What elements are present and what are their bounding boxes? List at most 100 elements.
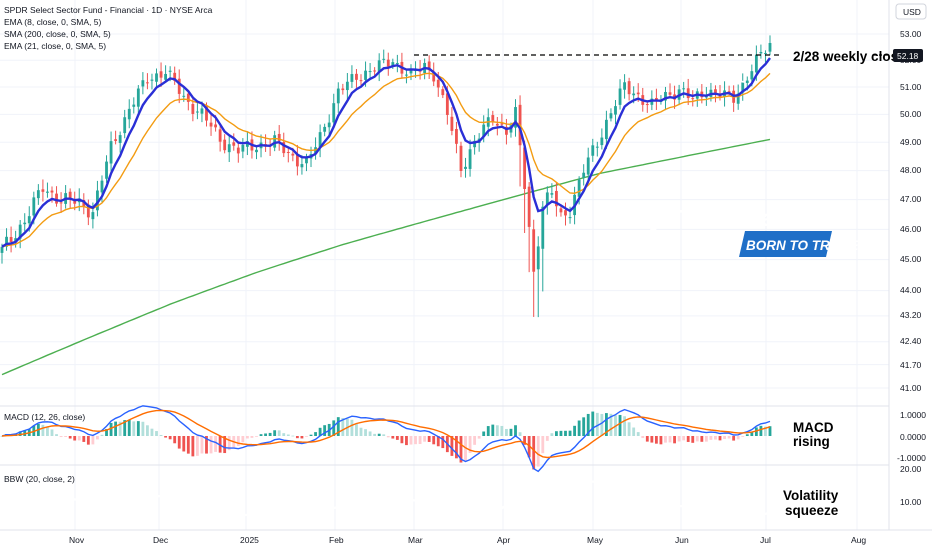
- candle: [150, 73, 154, 90]
- candle: [532, 219, 536, 317]
- candle: [623, 74, 626, 99]
- brand-name: TradeStation: [677, 205, 816, 231]
- candle: [109, 131, 113, 174]
- macd-histogram-bar: [659, 436, 663, 445]
- macd-histogram-bar: [114, 421, 118, 436]
- macd-histogram-bar: [432, 436, 436, 445]
- candle: [604, 110, 608, 149]
- macd-histogram-bar: [96, 436, 99, 440]
- macd-histogram-bar: [618, 414, 622, 436]
- ema21-line: [1, 72, 771, 248]
- weekly-close-annotation: 2/28 weekly close: [793, 49, 906, 64]
- macd-histogram-bar: [200, 436, 204, 454]
- candle: [368, 62, 372, 80]
- macd-histogram-bar: [623, 416, 626, 436]
- indicator-sma200-label: SMA (200, close, 0, SMA, 5): [4, 29, 111, 39]
- macd-histogram-bar: [604, 413, 608, 436]
- macd-histogram-bar: [718, 436, 722, 441]
- triangle-upper-line: [642, 68, 746, 83]
- candle: [23, 213, 27, 232]
- macd-histogram-bar: [105, 429, 108, 436]
- macd-annotation-line2: rising: [793, 434, 830, 449]
- candle: [177, 69, 181, 104]
- macd-histogram-bar: [255, 436, 258, 437]
- macd-histogram-bar: [382, 434, 386, 436]
- candle: [395, 54, 399, 73]
- candle: [654, 88, 658, 110]
- candle: [586, 147, 590, 184]
- macd-histogram-bar: [41, 424, 45, 436]
- volatility-annotation-line1: Volatility: [783, 488, 839, 503]
- macd-histogram-bar: [600, 413, 604, 436]
- macd-histogram-bar: [373, 433, 377, 436]
- time-label-feb: Feb: [329, 535, 344, 545]
- candle: [468, 139, 472, 177]
- macd-histogram-bar: [677, 436, 681, 442]
- macd-tick-neg1: -1.0000: [897, 453, 926, 463]
- candle: [46, 182, 49, 198]
- macd-annotation-line1: MACD: [793, 420, 834, 435]
- candle: [55, 186, 58, 207]
- brand-tagline: BORN TO TRADE: [746, 238, 859, 253]
- bbw-tick-10: 10.00: [900, 497, 922, 507]
- macd-histogram-bar: [695, 436, 699, 442]
- macd-histogram-bar: [377, 433, 381, 436]
- macd-histogram-bar: [645, 436, 649, 442]
- candle: [609, 108, 613, 122]
- candle: [136, 85, 140, 115]
- candle: [127, 99, 131, 129]
- macd-histogram-bar: [573, 425, 577, 436]
- candle: [173, 66, 177, 85]
- macd-histogram-bar: [682, 436, 686, 441]
- macd-histogram-bar: [146, 425, 149, 436]
- sma200-line: [1, 138, 771, 376]
- candle: [459, 141, 463, 178]
- macd-tick-pos1: 1.0000: [900, 410, 926, 420]
- candle: [318, 124, 322, 158]
- macd-histogram-bar: [627, 422, 631, 436]
- macd-histogram-bar: [273, 430, 277, 436]
- candle: [5, 228, 8, 251]
- macd-histogram-bar: [141, 421, 145, 436]
- macd-histogram-bar: [55, 434, 58, 436]
- volatility-annotation-line2: squeeze: [785, 503, 839, 518]
- currency-button[interactable]: USD: [895, 3, 927, 20]
- macd-histogram-bar: [709, 436, 713, 440]
- macd-histogram-bar: [268, 432, 272, 436]
- candle: [541, 201, 545, 292]
- candle: [236, 143, 240, 163]
- candle: [223, 134, 227, 154]
- price-tick-50: 50.00: [900, 109, 922, 119]
- price-tick-41-7: 41.70: [900, 360, 922, 370]
- macd-histogram-bar: [609, 413, 613, 436]
- macd-histogram-bar: [664, 436, 667, 443]
- macd-histogram-bar: [173, 436, 177, 444]
- candle: [455, 121, 458, 154]
- candle: [536, 236, 540, 318]
- macd-histogram-bar: [736, 436, 740, 440]
- macd-histogram-bar: [182, 436, 186, 452]
- candle: [550, 183, 554, 199]
- candle: [41, 179, 45, 202]
- candle: [227, 134, 231, 163]
- macd-histogram-bar: [754, 427, 758, 436]
- macd-histogram-bar: [527, 436, 531, 458]
- last-price-badge: 52.18: [893, 49, 923, 62]
- candle: [341, 83, 345, 95]
- macd-histogram-bar: [155, 431, 158, 436]
- macd-histogram-bar: [205, 436, 208, 454]
- candle: [450, 107, 454, 136]
- candle: [132, 97, 136, 114]
- macd-histogram-bar: [577, 420, 581, 436]
- candle: [627, 77, 631, 101]
- currency-label: USD: [903, 7, 921, 17]
- macd-histogram-bar: [177, 436, 181, 449]
- price-tick-43-2: 43.20: [900, 310, 922, 320]
- macd-histogram-bar: [741, 436, 745, 437]
- candle: [491, 110, 495, 126]
- bbw-line: [1, 476, 771, 521]
- candle: [195, 101, 199, 120]
- time-label-2025: 2025: [240, 535, 259, 545]
